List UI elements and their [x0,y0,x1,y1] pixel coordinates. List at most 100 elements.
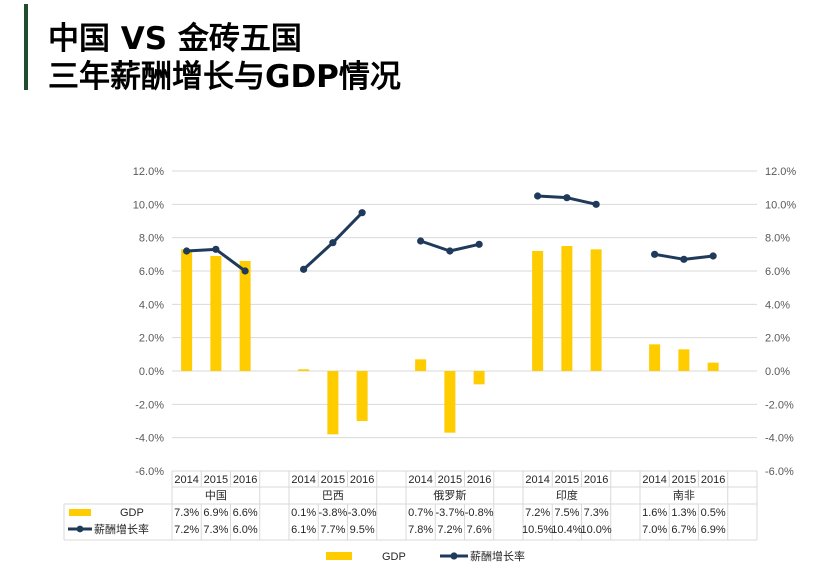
title-line-2: 三年薪酬增长与GDP情况 [48,59,401,95]
table-gdp-value: 7.3% [584,507,609,519]
y-axis-right-tick-label: -2.0% [765,399,794,411]
x-axis-year-label: 2015 [438,474,462,486]
salary-growth-point [709,252,717,260]
x-axis-year-label: 2016 [233,474,257,486]
y-axis-left-tick-label: 8.0% [139,233,164,245]
y-axis-left-tick-label: 12.0% [133,166,164,178]
table-gdp-value: 6.6% [233,507,258,519]
table-gdp-value: -0.8% [465,507,494,519]
gdp-bar [590,249,602,371]
legend-gdp-swatch [326,552,352,560]
gdp-bar [298,369,310,371]
y-axis-left-tick-label: 2.0% [139,333,164,345]
table-salary-value: 7.0% [642,524,667,536]
legend-salary-point [450,552,458,560]
table-salary-value: 7.3% [203,524,228,536]
table-salary-value: 10.4% [551,524,582,536]
gdp-bar [415,359,427,371]
salary-growth-point [592,200,600,208]
salary-growth-point [183,247,191,255]
gdp-bar [327,371,339,435]
x-axis-year-label: 2014 [174,474,198,486]
salary-growth-point [534,192,542,200]
table-salary-value: 7.2% [437,524,462,536]
gdp-bar [239,261,251,371]
title-line-1: 中国 VS 金砖五国 [48,21,302,57]
gdp-bar [356,371,368,421]
salary-growth-point [446,247,454,255]
y-axis-left-tick-label: -6.0% [135,466,164,478]
table-salary-key-point [76,525,84,533]
x-axis-year-label: 2014 [408,474,432,486]
salary-growth-point [212,245,220,253]
table-gdp-value: 7.3% [174,507,199,519]
gdp-bar [561,246,573,371]
x-axis-year-label: 2015 [204,474,228,486]
gdp-bar [210,256,222,371]
y-axis-right-tick-label: 10.0% [765,199,796,211]
table-salary-value: 6.7% [671,524,696,536]
salary-growth-point [300,265,308,273]
x-axis-year-label: 2015 [672,474,696,486]
y-axis-right-tick-label: 0.0% [765,366,790,378]
x-axis-year-label: 2015 [555,474,579,486]
y-axis-right-tick-label: 2.0% [765,333,790,345]
table-gdp-value: -3.0% [348,507,377,519]
table-gdp-value: -3.8% [319,507,348,519]
gdp-bar [473,371,485,385]
y-axis-left-tick-label: 10.0% [133,199,164,211]
salary-growth-point [651,250,659,258]
table-salary-value: 6.1% [291,524,316,536]
salary-growth-point [475,240,483,248]
y-axis-right-tick-label: -6.0% [765,466,794,478]
table-gdp-value: 0.1% [291,507,316,519]
x-axis-year-label: 2016 [467,474,491,486]
table-row-header-salary: 薪酬增长率 [94,522,149,536]
y-axis-right-tick-label: -4.0% [765,433,794,445]
table-gdp-value: -3.7% [436,507,465,519]
x-axis-country-label: 巴西 [322,490,344,502]
gdp-bar [444,371,456,433]
table-salary-value: 7.7% [320,524,345,536]
table-gdp-value: 1.6% [642,507,667,519]
x-axis-country-label: 中国 [205,489,227,502]
x-axis-year-label: 2014 [525,474,549,486]
x-axis-year-label: 2014 [642,474,666,486]
salary-growth-point [358,209,366,217]
table-salary-value: 7.8% [408,524,433,536]
x-axis-year-label: 2016 [701,474,725,486]
table-salary-value: 6.9% [701,524,726,536]
salary-growth-point [680,255,688,263]
legend-gdp-label: GDP [382,551,406,563]
legend-salary-label: 薪酬增长率 [470,549,525,563]
y-axis-left-tick-label: -2.0% [135,399,164,411]
table-gdp-value: 7.5% [554,507,579,519]
x-axis-country-label: 俄罗斯 [433,489,466,502]
y-axis-left-tick-label: -4.0% [135,433,164,445]
table-salary-value: 7.6% [467,524,492,536]
table-row-header-gdp: GDP [120,507,144,519]
table-salary-value: 10.0% [581,524,612,536]
x-axis-year-label: 2016 [350,474,374,486]
salary-growth-point [241,267,249,275]
y-axis-left-tick-label: 0.0% [139,366,164,378]
table-gdp-value: 7.2% [525,507,550,519]
y-axis-right-tick-label: 4.0% [765,299,790,311]
gdp-bar [678,349,690,371]
salary-growth-point [417,237,425,245]
x-axis-year-label: 2015 [321,474,345,486]
table-gdp-value: 0.7% [408,507,433,519]
x-axis-year-label: 2016 [584,474,608,486]
table-salary-value: 6.0% [233,524,258,536]
salary-growth-point [329,239,337,247]
y-axis-left-tick-label: 6.0% [139,266,164,278]
x-axis-year-label: 2014 [291,474,315,486]
table-salary-value: 7.2% [174,524,199,536]
y-axis-right-tick-label: 8.0% [765,233,790,245]
gdp-bar [532,251,544,371]
table-gdp-key [69,509,91,516]
table-gdp-value: 0.5% [701,507,726,519]
y-axis-right-tick-label: 6.0% [765,266,790,278]
x-axis-country-label: 印度 [556,488,578,502]
